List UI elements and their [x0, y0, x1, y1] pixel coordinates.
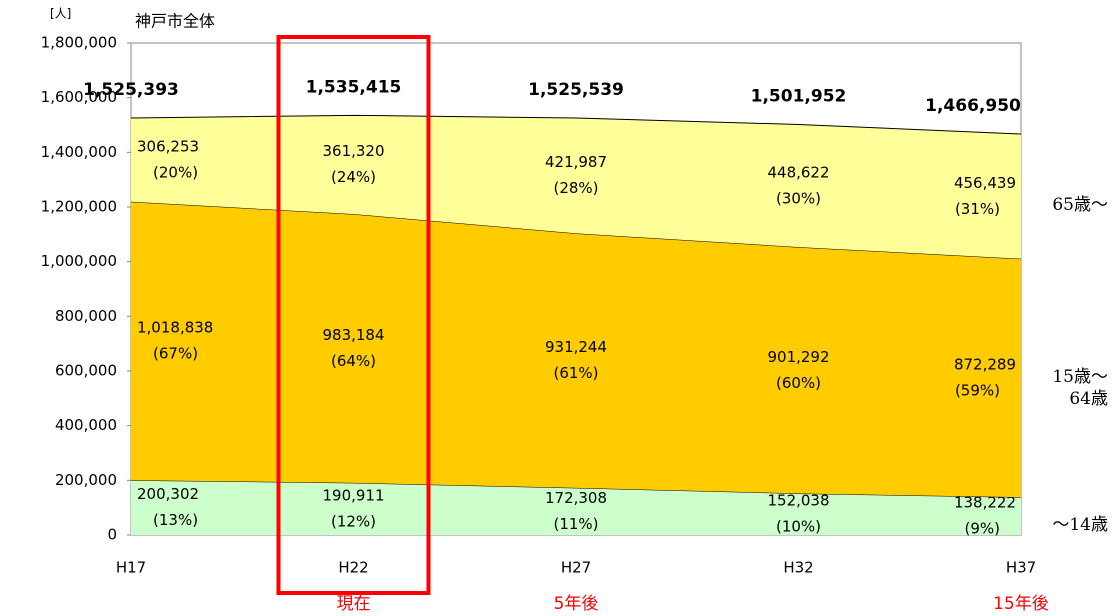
x-tick-label: H32: [783, 559, 813, 577]
value-label: 456,439: [954, 174, 1016, 192]
value-label: 931,244: [545, 338, 607, 356]
value-label: 448,622: [767, 163, 829, 181]
y-tick-label: 0: [107, 526, 117, 544]
total-label: 1,535,415: [306, 77, 402, 97]
x-tick-label: H17: [116, 559, 146, 577]
chart-title: 神戸市全体: [135, 12, 215, 31]
value-label: 138,222: [954, 494, 1016, 512]
share-label: (64%): [331, 352, 376, 370]
value-label: 901,292: [767, 348, 829, 366]
value-label: 200,302: [137, 485, 199, 503]
share-label: (30%): [776, 189, 821, 207]
x-tick-label: H27: [561, 559, 591, 577]
value-label: 1,018,838: [137, 319, 213, 337]
y-tick-label: 1,000,000: [41, 252, 117, 270]
area: [131, 201, 1021, 498]
y-axis-label: [人]: [50, 7, 71, 21]
value-label: 190,911: [322, 486, 384, 504]
y-tick-label: 200,000: [55, 471, 117, 489]
series-label: 65歳〜: [1052, 195, 1108, 216]
period-label: 現在: [337, 594, 371, 614]
value-label: 306,253: [137, 137, 199, 155]
share-label: (59%): [955, 382, 1000, 400]
total-label: 1,466,950: [925, 96, 1021, 116]
value-label: 983,184: [322, 326, 384, 344]
highlight-box: [276, 35, 431, 595]
y-tick-label: 1,800,000: [41, 34, 117, 52]
share-label: (24%): [331, 168, 376, 186]
y-tick-label: 1,200,000: [41, 198, 117, 216]
y-tick-label: 600,000: [55, 362, 117, 380]
value-label: 152,038: [767, 492, 829, 510]
share-label: (28%): [553, 179, 598, 197]
share-label: (31%): [955, 200, 1000, 218]
share-label: (20%): [153, 163, 198, 181]
share-label: (9%): [964, 520, 1000, 538]
share-label: (12%): [331, 512, 376, 530]
series-label: 〜14歳: [1052, 515, 1108, 536]
value-label: 872,289: [954, 356, 1016, 374]
y-tick-label: 800,000: [55, 307, 117, 325]
value-label: 172,308: [545, 489, 607, 507]
total-label: 1,525,393: [83, 80, 179, 100]
y-tick-label: 1,400,000: [41, 143, 117, 161]
share-label: (67%): [153, 345, 198, 363]
share-label: (13%): [153, 511, 198, 529]
value-label: 361,320: [322, 142, 384, 160]
value-label: 421,987: [545, 153, 607, 171]
total-label: 1,501,952: [751, 86, 847, 106]
period-label: 15年後: [993, 594, 1049, 614]
series-label: 15歳〜64歳: [1052, 367, 1108, 409]
share-label: (60%): [776, 374, 821, 392]
total-label: 1,525,539: [528, 80, 624, 100]
period-label: 5年後: [554, 594, 599, 614]
x-tick-label: H22: [338, 559, 368, 577]
area: [131, 115, 1021, 259]
y-tick-label: 400,000: [55, 416, 117, 434]
y-tick-label: 1,600,000: [41, 88, 117, 106]
share-label: (11%): [553, 515, 598, 533]
x-tick-label: H37: [1006, 559, 1036, 577]
share-label: (61%): [553, 364, 598, 382]
share-label: (10%): [776, 518, 821, 536]
